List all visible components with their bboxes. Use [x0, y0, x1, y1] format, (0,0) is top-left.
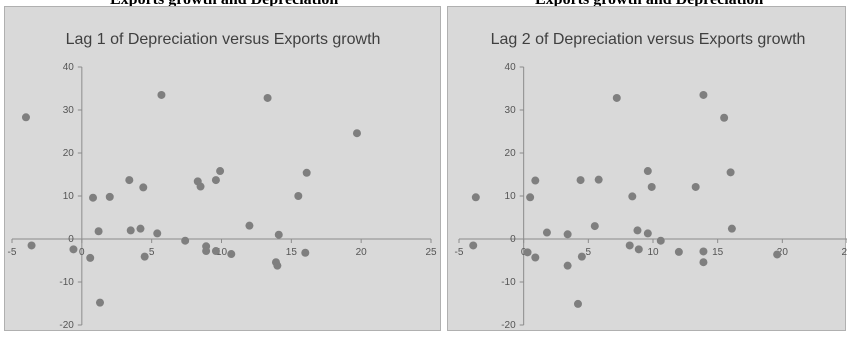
page-heading-left: Exports growth and Depreciation — [110, 0, 338, 9]
data-point — [202, 247, 211, 256]
data-point — [469, 241, 478, 250]
y-tick-label: 30 — [505, 105, 517, 116]
data-point — [245, 221, 254, 230]
data-point — [523, 248, 532, 257]
data-point — [577, 252, 586, 261]
page-heading-right: Exports growth and Depreciation — [535, 0, 763, 9]
data-point — [634, 245, 643, 254]
data-point — [531, 253, 540, 262]
data-point — [699, 247, 708, 256]
x-tick-label: 5 — [149, 247, 155, 258]
y-tick-label: 10 — [505, 191, 517, 202]
y-tick-label: 40 — [505, 62, 517, 73]
data-point — [86, 253, 95, 262]
y-tick-label: 40 — [63, 62, 75, 73]
data-point — [773, 250, 782, 259]
y-tick-label: 30 — [63, 105, 75, 116]
data-point — [594, 175, 603, 184]
y-tick-label: 20 — [505, 148, 517, 159]
data-point — [302, 168, 311, 177]
data-point — [263, 93, 272, 102]
x-tick-label: 25 — [425, 247, 437, 258]
page-heading-strip: Exports growth and Depreciation Exports … — [0, 0, 848, 10]
data-point — [720, 113, 729, 122]
data-point — [211, 247, 220, 256]
data-point — [94, 227, 103, 236]
y-tick-label: -20 — [59, 320, 74, 331]
data-point — [674, 247, 683, 256]
data-point — [647, 182, 656, 191]
data-point — [563, 230, 572, 239]
x-tick-label: 25 — [841, 247, 847, 258]
data-point — [301, 248, 310, 257]
scatter-chart-lag2: Lag 2 of Depreciation versus Exports gro… — [455, 31, 847, 331]
x-tick-label: 20 — [777, 247, 789, 258]
data-point — [181, 236, 190, 245]
data-point — [726, 168, 735, 177]
x-tick-label: 10 — [216, 247, 228, 258]
data-point — [27, 241, 36, 250]
data-point — [727, 224, 736, 233]
data-point — [656, 236, 665, 245]
data-point — [140, 252, 149, 261]
data-point — [227, 250, 236, 259]
chart-panel-lag2: Lag 2 of Depreciation versus Exports gro… — [447, 6, 847, 331]
x-tick-label: 20 — [356, 247, 368, 258]
x-tick-label: 15 — [712, 247, 724, 258]
data-point — [273, 261, 282, 270]
data-point — [573, 299, 582, 308]
y-tick-label: -10 — [59, 277, 74, 288]
chart-title: Lag 1 of Depreciation versus Exports gro… — [66, 31, 381, 48]
data-point — [699, 90, 708, 99]
x-tick-label: 15 — [286, 247, 298, 258]
data-point — [542, 228, 551, 237]
data-point — [352, 129, 361, 138]
data-point — [125, 176, 134, 185]
data-point — [699, 258, 708, 267]
scatter-chart-lag1: Lag 1 of Depreciation versus Exports gro… — [8, 31, 437, 331]
data-point — [216, 167, 225, 176]
x-tick-label: -5 — [455, 247, 464, 258]
data-point — [157, 90, 166, 99]
data-point — [563, 261, 572, 270]
data-point — [625, 241, 634, 250]
data-point — [105, 192, 114, 201]
data-point — [576, 176, 585, 185]
data-point — [633, 226, 642, 235]
chart-title: Lag 2 of Depreciation versus Exports gro… — [491, 31, 806, 48]
y-tick-label: 0 — [510, 234, 516, 245]
data-point — [69, 245, 78, 254]
data-point — [274, 230, 283, 239]
data-point — [139, 183, 148, 192]
y-tick-label: 10 — [63, 191, 75, 202]
y-tick-label: 0 — [68, 234, 74, 245]
chart-panel-lag1: Lag 1 of Depreciation versus Exports gro… — [4, 6, 441, 331]
y-tick-label: 20 — [63, 148, 75, 159]
data-point — [691, 182, 700, 191]
data-point — [643, 167, 652, 176]
data-point — [294, 192, 303, 200]
data-point — [526, 193, 535, 202]
data-point — [136, 224, 145, 233]
data-point — [126, 226, 135, 235]
data-point — [531, 176, 540, 185]
data-point — [628, 192, 637, 201]
x-tick-label: -5 — [8, 247, 17, 258]
data-point — [471, 193, 480, 202]
data-point — [95, 298, 104, 307]
x-tick-label: 5 — [586, 247, 592, 258]
data-point — [643, 229, 652, 238]
data-point — [89, 193, 98, 202]
data-point — [590, 222, 599, 231]
x-tick-label: 10 — [647, 247, 659, 258]
x-tick-label: 0 — [79, 247, 85, 258]
data-point — [612, 93, 621, 102]
y-tick-label: -20 — [501, 320, 516, 331]
data-point — [21, 113, 30, 122]
data-point — [211, 176, 220, 185]
data-point — [196, 182, 205, 191]
data-point — [153, 229, 162, 238]
y-tick-label: -10 — [501, 277, 516, 288]
